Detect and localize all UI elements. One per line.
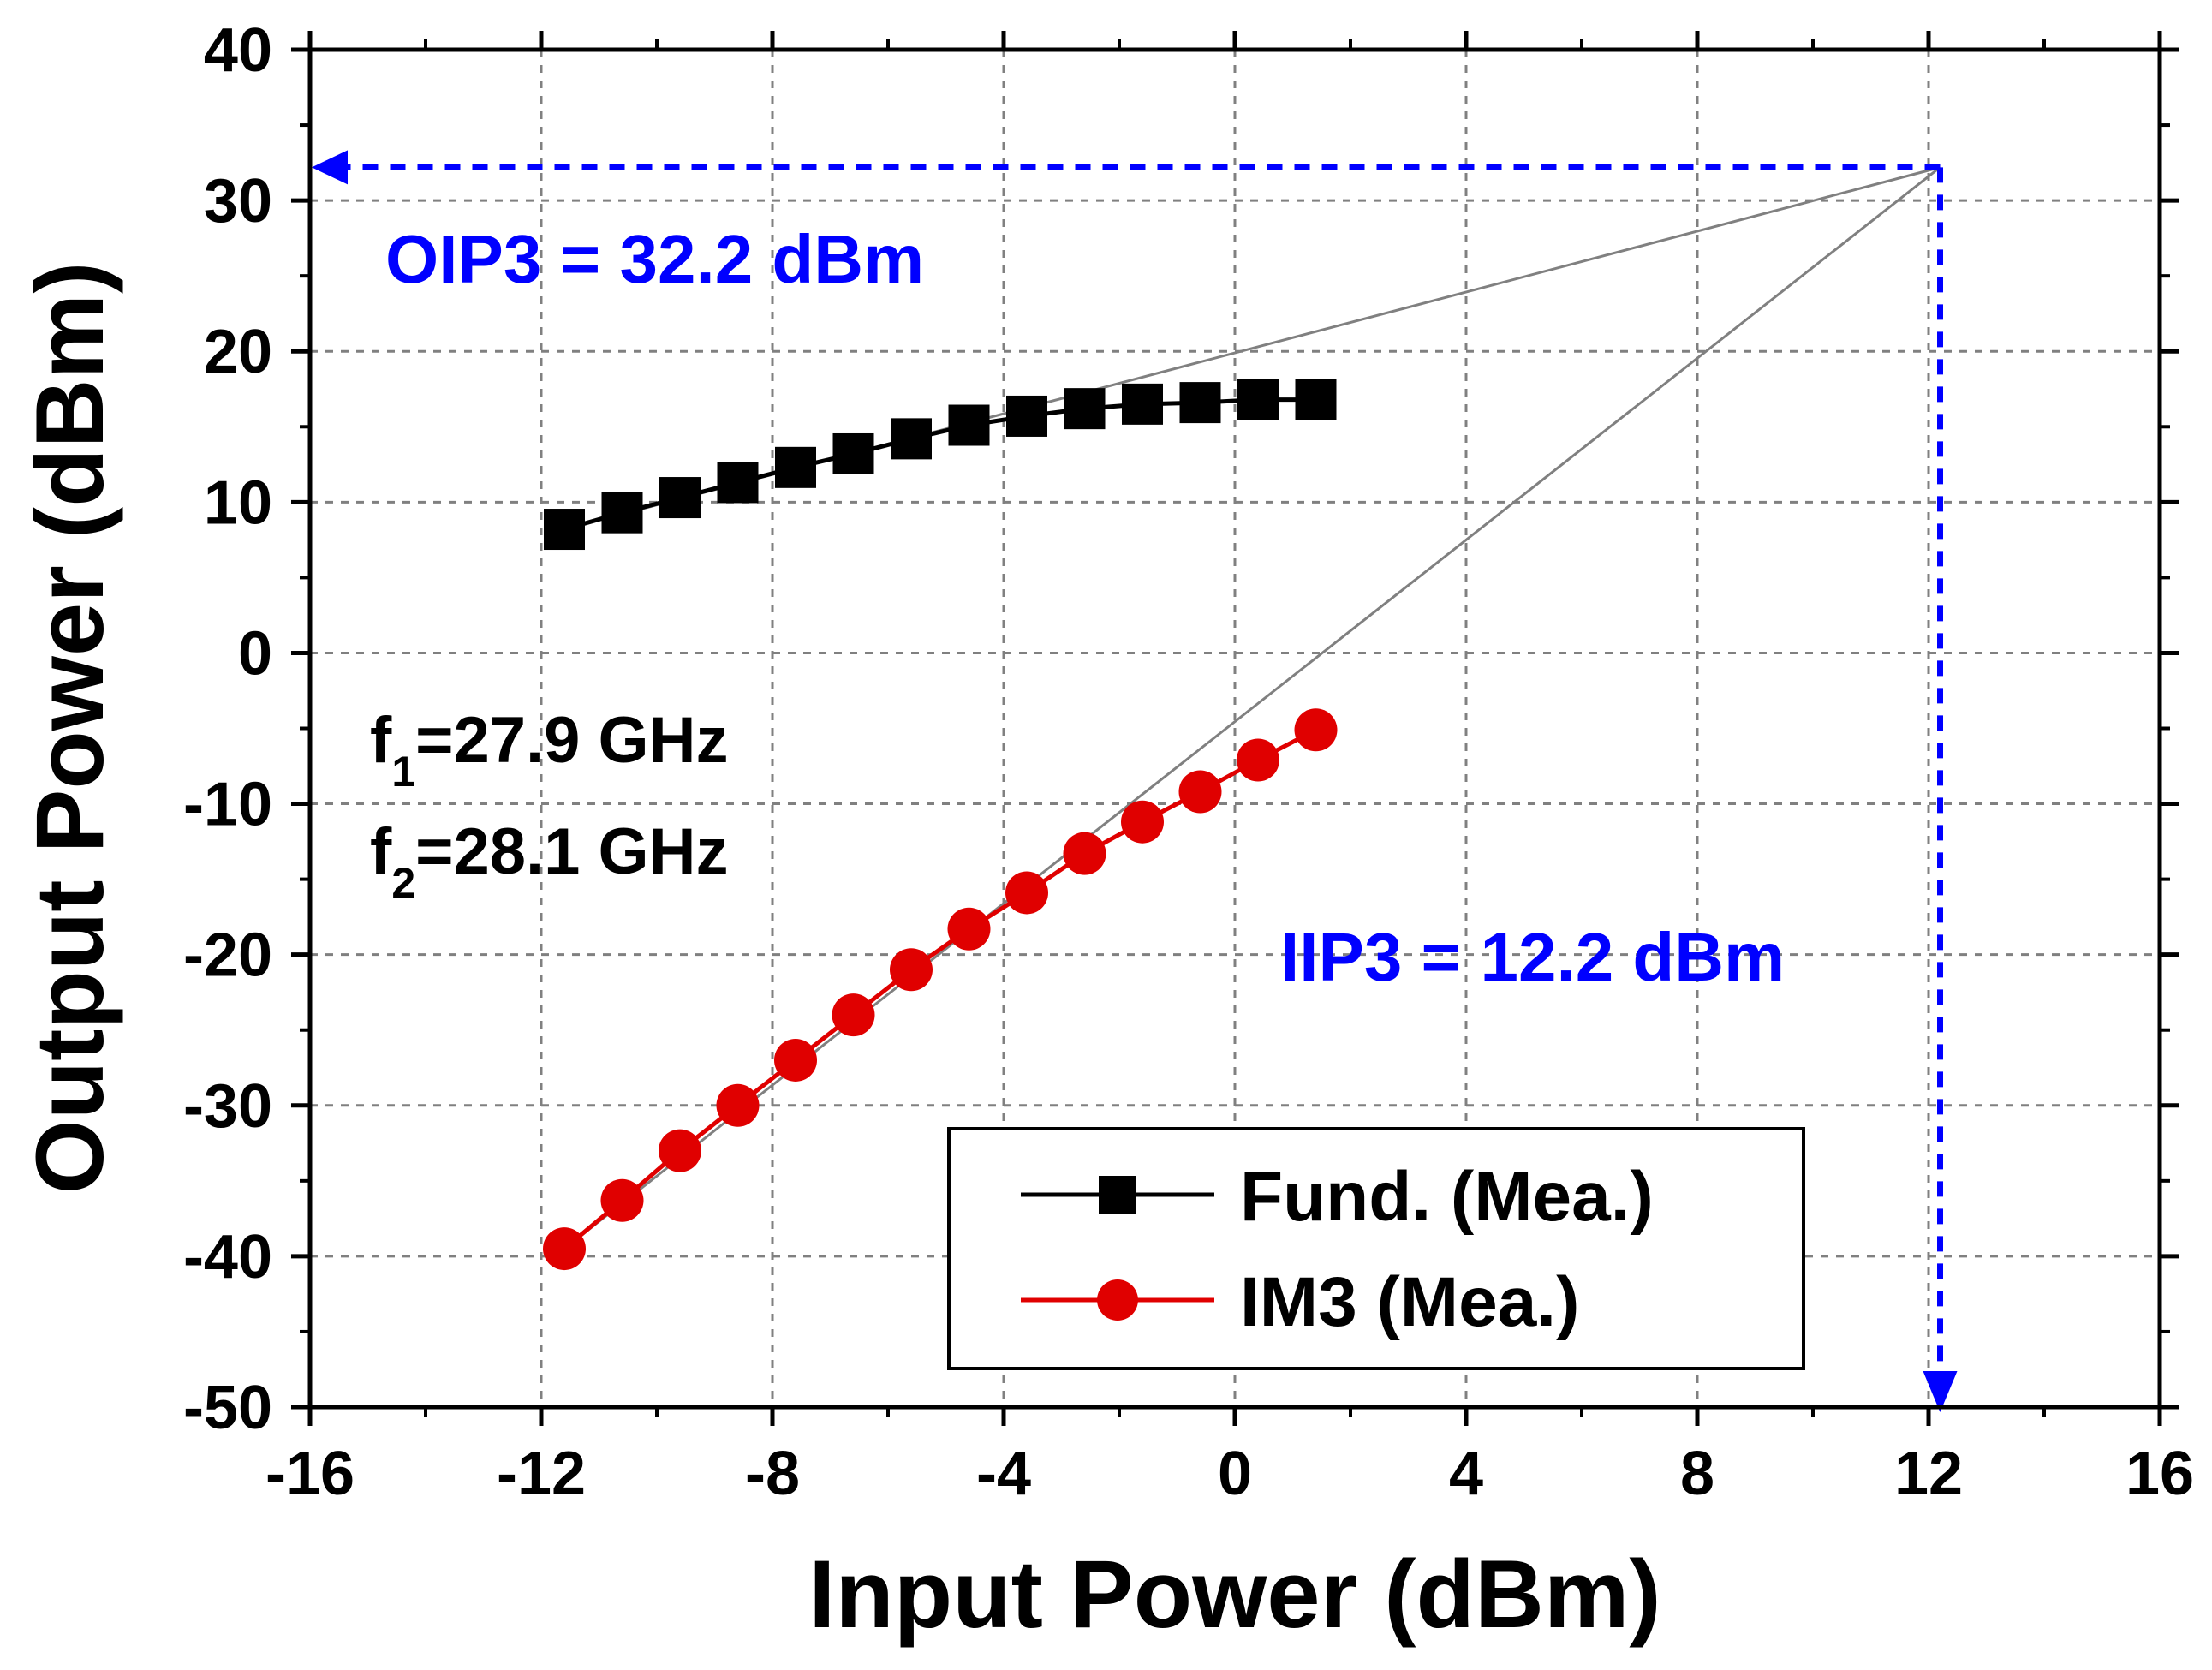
fund-data-point (544, 509, 585, 551)
im3-data-point (1237, 738, 1279, 782)
f2-label: f2=28.1 GHz (370, 815, 729, 907)
x-axis-label: Input Power (dBm) (808, 1541, 1660, 1648)
fund-data-point (1122, 383, 1163, 425)
x-tick-label: -16 (265, 1440, 355, 1508)
y-tick-label: -20 (183, 921, 272, 990)
legend-fund-marker (1099, 1176, 1136, 1214)
y-tick-label: -50 (183, 1374, 272, 1442)
fund-data-point (891, 418, 932, 460)
oip3-label: OIP3 = 32.2 dBm (385, 221, 924, 297)
im3-data-point (600, 1178, 644, 1222)
iip3-label: IIP3 = 12.2 dBm (1280, 919, 1785, 995)
x-tick-label: -4 (976, 1440, 1031, 1508)
fund-data-point (1064, 388, 1106, 430)
fund-data-point (948, 404, 990, 446)
im3-data-point (1005, 871, 1048, 915)
x-tick-label: 4 (1449, 1440, 1483, 1508)
legend-im3-marker (1097, 1279, 1138, 1321)
fund-data-point (1179, 382, 1221, 424)
im3-data-point (890, 948, 933, 992)
fund-data-point (1237, 379, 1279, 420)
data-series (543, 379, 1338, 1271)
y-tick-label: 10 (204, 468, 272, 537)
y-axis-label: Output Power (dBm) (16, 262, 123, 1195)
x-tick-label: 8 (1680, 1440, 1714, 1508)
legend: Fund. (Mea.) IM3 (Mea.) (947, 1127, 1805, 1370)
intercept-arrows (312, 150, 1958, 1412)
x-tick-label: 16 (2126, 1440, 2194, 1508)
im3-data-point (1063, 832, 1106, 875)
y-tick-label: 20 (204, 318, 272, 386)
f1-symbol: f (370, 704, 392, 777)
f2-value: =28.1 GHz (415, 815, 728, 888)
x-tick-label: -8 (745, 1440, 800, 1508)
f2-subscript: 2 (391, 859, 415, 907)
im3-data-point (832, 993, 875, 1037)
legend-box (947, 1127, 1805, 1370)
fund-data-point (659, 477, 701, 519)
f1-label: f1=27.9 GHz (370, 704, 729, 796)
y-tick-label: -30 (183, 1072, 272, 1141)
fund-data-point (717, 462, 759, 504)
oip3-arrow-head (312, 150, 348, 185)
im3-data-point (1121, 800, 1164, 844)
im3-data-point (1178, 770, 1222, 814)
y-tick-label: -40 (183, 1223, 272, 1291)
axis-ticks: -16 -12 -8 -4 0 4 8 12 16-50-40-30-20-1001020304… (183, 16, 2194, 1508)
im3-data-point (716, 1083, 760, 1127)
f1-subscript: 1 (391, 748, 415, 796)
fund-data-point (1295, 379, 1337, 420)
f2-symbol: f (370, 815, 392, 888)
f1-value: =27.9 GHz (415, 704, 728, 777)
iip3-arrow-head (1923, 1371, 1958, 1412)
im3-data-point (774, 1038, 817, 1082)
y-tick-label: 40 (204, 16, 272, 85)
x-tick-label: 12 (1894, 1440, 1963, 1508)
fund-data-point (775, 446, 816, 488)
y-tick-label: 30 (204, 167, 272, 236)
im3-data-point (543, 1227, 586, 1271)
fund-data-point (1006, 395, 1047, 437)
x-tick-label: -12 (497, 1440, 586, 1508)
y-tick-label: -10 (183, 771, 272, 839)
im3-data-point (1294, 708, 1338, 752)
legend-im3-label: IM3 (Mea.) (1240, 1263, 1579, 1341)
y-tick-label: 0 (238, 619, 272, 688)
fund-data-point (601, 492, 643, 534)
fund-data-point (832, 432, 874, 474)
x-tick-label: 0 (1218, 1440, 1252, 1508)
legend-fund-label: Fund. (Mea.) (1240, 1158, 1654, 1236)
im3-data-point (659, 1129, 701, 1172)
im3-data-point (947, 907, 991, 951)
